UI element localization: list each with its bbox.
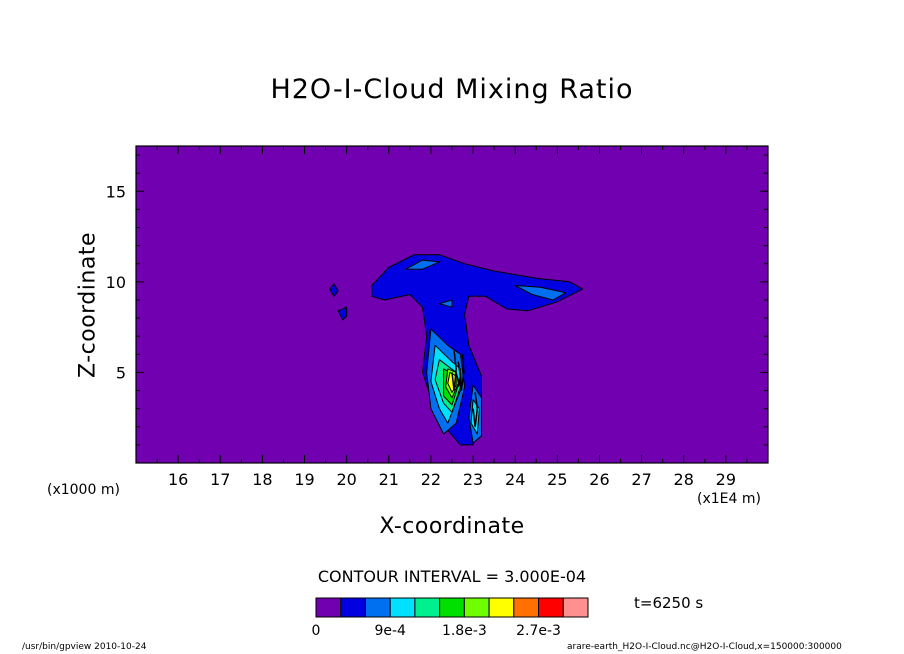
colorbar-label: 1.8e-3 [442,623,487,639]
y-tick-label: 5 [116,363,126,382]
x-tick-label: 17 [210,470,230,489]
contour-line-3 [457,361,462,388]
x-tick-label: 24 [505,470,525,489]
colorbar-swatch-10 [562,597,589,618]
x-tick-label: 18 [252,470,272,489]
footer-left-text: /usr/bin/gpview 2010-10-24 [22,642,147,652]
x-axis-unit-left: (x1000 m) [47,482,120,498]
y-tick-label: 15 [106,182,126,201]
colorbar-swatch-5 [439,597,465,618]
colorbar-swatch-9 [538,597,564,618]
colorbar-swatch-7 [488,597,515,618]
contour-region-4 [514,285,567,301]
chart-title: H2O-I-Cloud Mixing Ratio [270,74,634,105]
colorbar-label: 2.7e-3 [516,623,561,639]
x-tick-label: 28 [674,470,694,489]
colorbar-swatch-8 [513,597,540,618]
x-tick-label: 20 [336,470,356,489]
colorbar-swatch-1 [340,597,366,618]
colorbar-swatch-0 [315,597,342,618]
x-tick-label: 23 [463,470,483,489]
time-label: t=6250 s [634,594,704,612]
contour-region-3 [405,259,440,270]
colorbar-swatch-2 [364,597,391,618]
footer-right-text: arare-earth_H2O-I-Cloud.nc@H2O-I-Cloud,x… [567,642,842,652]
contour-line-0 [451,350,457,391]
colorbar-label: 0 [312,623,321,639]
y-tick-label: 10 [106,273,126,292]
x-tick-label: 29 [716,470,736,489]
x-axis-unit-right: (x1E4 m) [697,491,761,507]
contour-region-1 [329,283,339,297]
x-axis-label: X-coordinate [379,514,525,539]
contour-region-2 [337,306,348,321]
x-tick-label: 19 [294,470,314,489]
contour-region-5 [438,299,453,308]
contour-region-0 [371,254,584,446]
x-tick-label: 26 [589,470,609,489]
x-tick-label: 16 [168,470,188,489]
colorbar-label: 9e-4 [374,623,406,639]
colorbar-swatch-3 [389,597,416,618]
x-tick-label: 27 [631,470,651,489]
x-tick-label: 21 [379,470,399,489]
colorbar-swatch-6 [463,597,490,618]
colorbar-swatch-4 [414,597,441,618]
contour-line-1 [459,354,465,391]
contour-line-2 [472,392,479,427]
x-tick-label: 25 [547,470,567,489]
x-tick-label: 22 [421,470,441,489]
contour-interval-label: CONTOUR INTERVAL = 3.000E-04 [317,567,587,586]
